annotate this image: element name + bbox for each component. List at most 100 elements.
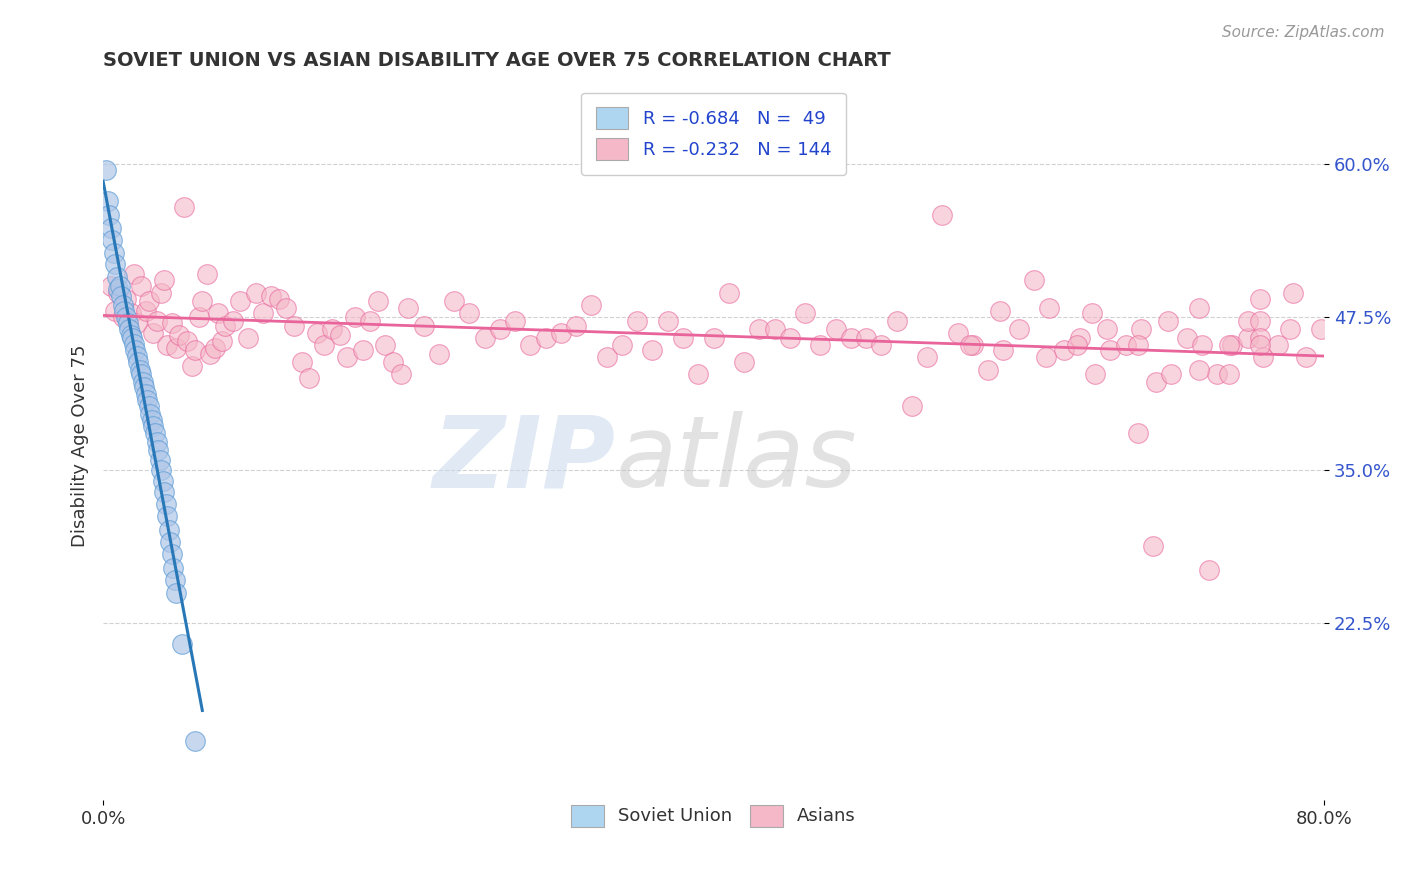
Text: atlas: atlas bbox=[616, 411, 858, 508]
Point bbox=[129, 368, 152, 382]
Point bbox=[672, 331, 695, 345]
Point bbox=[252, 306, 274, 320]
Point bbox=[321, 322, 343, 336]
Point bbox=[794, 306, 817, 320]
Point bbox=[1126, 426, 1149, 441]
Point bbox=[1267, 338, 1289, 352]
Point bbox=[135, 304, 157, 318]
Point bbox=[298, 371, 321, 385]
Point bbox=[156, 509, 179, 524]
Point bbox=[596, 351, 619, 365]
Point bbox=[125, 316, 148, 330]
Point bbox=[115, 292, 138, 306]
Point bbox=[204, 341, 226, 355]
Point bbox=[111, 298, 134, 312]
Point bbox=[191, 294, 214, 309]
Point bbox=[959, 338, 981, 352]
Point bbox=[160, 547, 183, 561]
Point bbox=[145, 434, 167, 449]
Point bbox=[314, 338, 336, 352]
Point bbox=[183, 734, 205, 748]
Point bbox=[122, 267, 145, 281]
Point bbox=[118, 322, 141, 336]
Point bbox=[138, 294, 160, 309]
Point bbox=[1249, 338, 1271, 352]
Point bbox=[779, 331, 801, 345]
Point bbox=[103, 246, 125, 260]
Point bbox=[352, 343, 374, 357]
Point bbox=[229, 294, 252, 309]
Point bbox=[139, 407, 162, 421]
Point bbox=[96, 163, 118, 178]
Point bbox=[915, 351, 938, 365]
Point bbox=[108, 279, 131, 293]
Point bbox=[214, 318, 236, 333]
Point bbox=[207, 306, 229, 320]
Point bbox=[145, 313, 167, 327]
Point bbox=[236, 331, 259, 345]
Point bbox=[1236, 313, 1258, 327]
Point bbox=[489, 322, 512, 336]
Point bbox=[1035, 351, 1057, 365]
Point bbox=[159, 535, 181, 549]
Point bbox=[610, 338, 633, 352]
Point bbox=[1160, 368, 1182, 382]
Point bbox=[1081, 306, 1104, 320]
Point bbox=[427, 347, 450, 361]
Point bbox=[1198, 563, 1220, 577]
Text: ZIP: ZIP bbox=[433, 411, 616, 508]
Point bbox=[1175, 331, 1198, 345]
Point bbox=[474, 331, 496, 345]
Point bbox=[97, 194, 120, 208]
Point bbox=[688, 368, 710, 382]
Point bbox=[1188, 301, 1211, 316]
Point bbox=[120, 306, 142, 320]
Point bbox=[443, 294, 465, 309]
Point bbox=[141, 413, 163, 427]
Point bbox=[1279, 322, 1302, 336]
Point bbox=[367, 294, 389, 309]
Point bbox=[245, 285, 267, 300]
Text: SOVIET UNION VS ASIAN DISABILITY AGE OVER 75 CORRELATION CHART: SOVIET UNION VS ASIAN DISABILITY AGE OVE… bbox=[103, 51, 891, 70]
Point bbox=[870, 338, 893, 352]
Point bbox=[374, 338, 396, 352]
Point bbox=[276, 301, 298, 316]
Point bbox=[1218, 338, 1240, 352]
Point bbox=[100, 279, 122, 293]
Point bbox=[172, 637, 194, 651]
Point bbox=[162, 561, 184, 575]
Point bbox=[1008, 322, 1031, 336]
Point bbox=[1295, 351, 1317, 365]
Point bbox=[1188, 362, 1211, 376]
Point bbox=[101, 233, 124, 247]
Point bbox=[657, 313, 679, 327]
Point bbox=[1282, 285, 1305, 300]
Point bbox=[211, 334, 233, 349]
Legend: Soviet Union, Asians: Soviet Union, Asians bbox=[564, 797, 863, 834]
Point bbox=[260, 289, 283, 303]
Point bbox=[305, 326, 328, 340]
Point bbox=[336, 351, 359, 365]
Point bbox=[143, 426, 166, 441]
Point bbox=[824, 322, 846, 336]
Point bbox=[458, 306, 481, 320]
Point bbox=[1236, 331, 1258, 345]
Point bbox=[1191, 338, 1213, 352]
Point bbox=[808, 338, 831, 352]
Point bbox=[1129, 322, 1152, 336]
Point bbox=[702, 331, 724, 345]
Point bbox=[733, 355, 755, 369]
Point bbox=[156, 338, 179, 352]
Point bbox=[165, 341, 187, 355]
Point bbox=[641, 343, 664, 357]
Point bbox=[111, 310, 134, 324]
Point bbox=[135, 387, 157, 401]
Point bbox=[183, 343, 205, 357]
Point bbox=[222, 313, 245, 327]
Point bbox=[146, 443, 169, 458]
Point bbox=[117, 316, 139, 330]
Point bbox=[104, 257, 127, 271]
Point bbox=[1142, 539, 1164, 553]
Point bbox=[120, 328, 142, 343]
Point bbox=[1218, 368, 1240, 382]
